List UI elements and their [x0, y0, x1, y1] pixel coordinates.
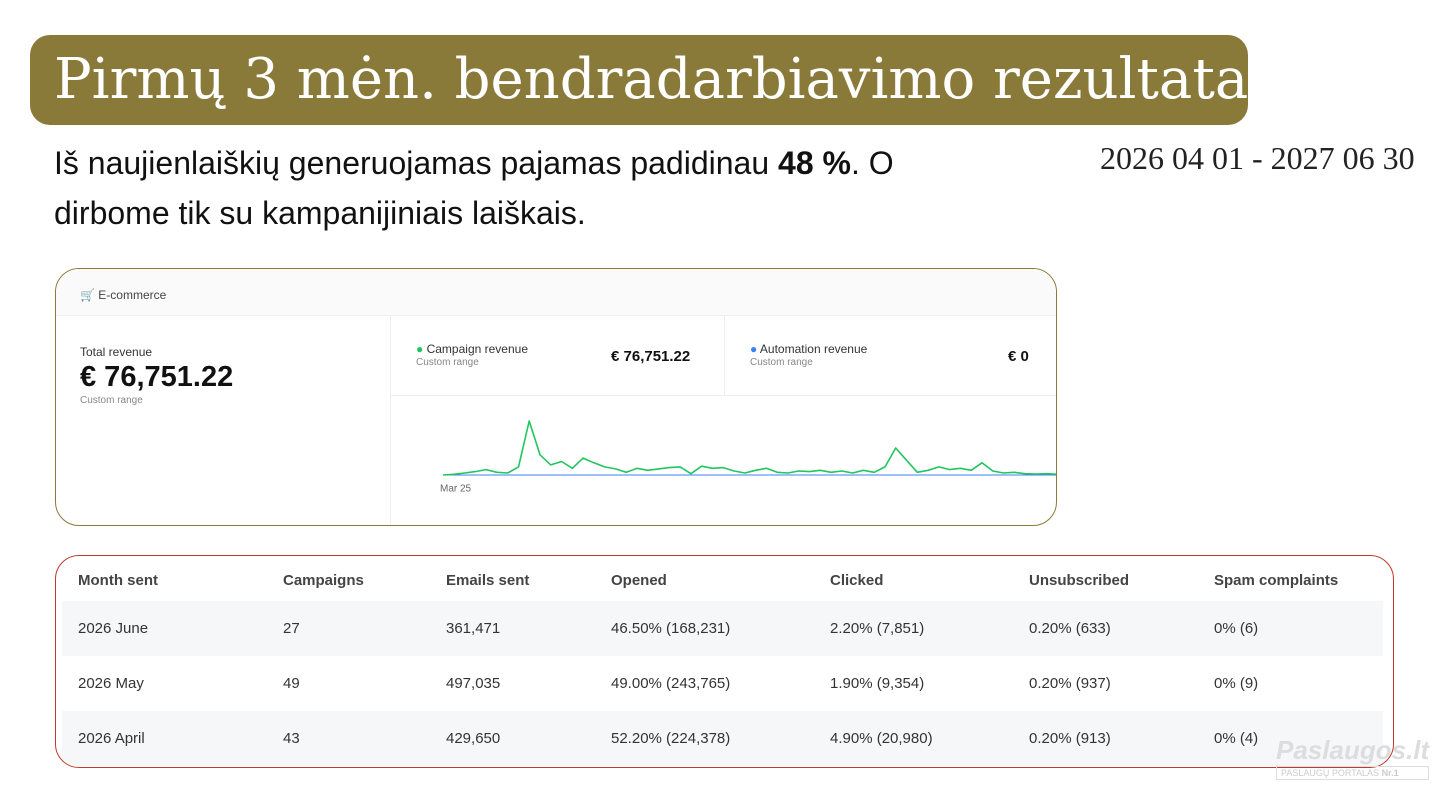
- revenue-card: 🛒 E-commerce Total revenue € 76,751.22 C…: [55, 268, 1057, 526]
- watermark: Paslaugos.lt PASLAUGŲ PORTALAS Nr.1: [1276, 735, 1430, 780]
- campaign-label-text: Campaign revenue: [426, 342, 528, 356]
- table-cell: 52.20% (224,378): [611, 730, 731, 747]
- watermark-rank: Nr.1: [1381, 768, 1399, 778]
- card-header: [56, 269, 1056, 316]
- column-header: Clicked: [830, 572, 884, 589]
- divider: [390, 395, 1056, 396]
- column-header: Unsubscribed: [1029, 572, 1130, 589]
- table-cell: 49.00% (243,765): [611, 675, 731, 692]
- table-cell: 2026 May: [78, 675, 144, 692]
- table-cell: 497,035: [446, 675, 501, 692]
- automation-label: ● Automation revenue: [750, 342, 867, 356]
- section-text: E-commerce: [98, 288, 167, 302]
- total-range: Custom range: [80, 395, 143, 406]
- table-cell: 0.20% (633): [1029, 620, 1111, 637]
- divider: [390, 315, 391, 525]
- table-cell: 27: [283, 620, 300, 637]
- intro-highlight: 48 %: [778, 145, 851, 181]
- divider: [724, 315, 725, 395]
- watermark-text: PASLAUGŲ PORTALAS: [1281, 768, 1380, 778]
- campaign-table: Month sent Campaigns Emails sent Opened Clic…: [55, 555, 1394, 768]
- table-cell: 2026 April: [78, 730, 145, 747]
- table-cell: 1.90% (9,354): [830, 675, 925, 692]
- revenue-chart: Mar 25: [440, 420, 1056, 495]
- title: Pirmų 3 mėn. bendradarbiavimo rezultatai: [30, 35, 1266, 125]
- table-cell: 46.50% (168,231): [611, 620, 731, 637]
- automation-range: Custom range: [750, 357, 813, 368]
- campaign-value: € 76,751.22: [611, 348, 691, 365]
- column-header: Opened: [611, 572, 667, 589]
- table-cell: 429,650: [446, 730, 501, 747]
- watermark-tagline: PASLAUGŲ PORTALAS Nr.1: [1276, 766, 1430, 780]
- campaign-line: [442, 420, 1056, 476]
- x-tick-label: Mar 25: [440, 484, 472, 495]
- campaign-label: ● Campaign revenue: [416, 342, 528, 356]
- column-header: Emails sent: [446, 572, 530, 589]
- legend-dot: ●: [750, 342, 758, 356]
- date-range: 2026 04 01 - 2027 06 30: [1100, 140, 1415, 176]
- row-background: [62, 601, 1383, 656]
- watermark-name: Paslaugos.lt: [1276, 735, 1430, 765]
- legend-dot: ●: [416, 342, 424, 356]
- total-label: Total revenue: [80, 345, 153, 359]
- row-background: [62, 711, 1383, 766]
- table-cell: 0.20% (937): [1029, 675, 1111, 692]
- column-header: Campaigns: [283, 572, 364, 589]
- table-cell: 0.20% (913): [1029, 730, 1111, 747]
- table-cell: 361,471: [446, 620, 501, 637]
- table-cell: 49: [283, 675, 300, 692]
- intro: Iš naujienlaiškių generuojamas pajamas p…: [54, 138, 1014, 238]
- table-cell: 0% (6): [1214, 620, 1259, 637]
- table-cell: 0% (4): [1214, 730, 1259, 747]
- intro-text: Iš naujienlaiškių generuojamas pajamas p…: [54, 145, 779, 181]
- campaign-range: Custom range: [416, 357, 479, 368]
- total-value: € 76,751.22: [80, 361, 234, 393]
- intro-text: . O dirbome tik su kampanijiniais laiška…: [54, 145, 894, 231]
- table-cell: 2026 June: [78, 620, 149, 637]
- automation-value: € 0: [1008, 348, 1029, 365]
- table-cell: 43: [283, 730, 300, 747]
- section-label: 🛒 E-commerce: [80, 288, 167, 302]
- table-cell: 2.20% (7,851): [830, 620, 925, 637]
- column-header: Month sent: [78, 572, 158, 589]
- table-cell: 4.90% (20,980): [830, 730, 933, 747]
- table-cell: 0% (9): [1214, 675, 1259, 692]
- column-header: Spam complaints: [1214, 572, 1339, 589]
- automation-label-text: Automation revenue: [759, 342, 868, 356]
